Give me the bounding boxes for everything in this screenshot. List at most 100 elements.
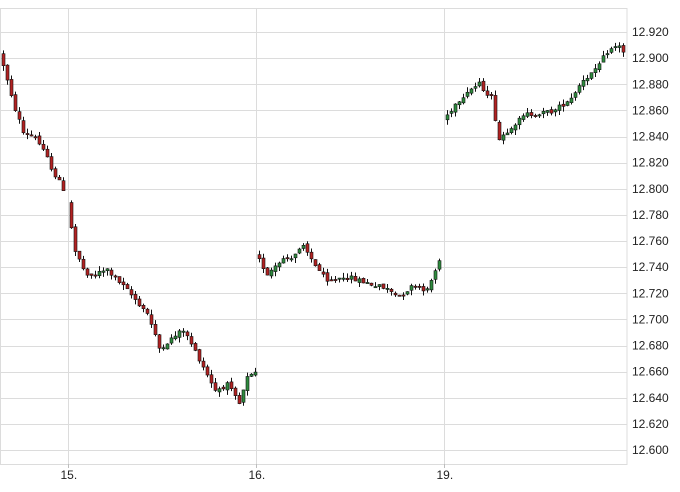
candle-up — [245, 376, 250, 391]
candle-down — [13, 94, 18, 111]
y-tick-label: 12.740 — [632, 260, 669, 274]
y-tick-label: 12.920 — [632, 25, 669, 39]
candle-up — [437, 260, 442, 270]
candle-up — [557, 104, 562, 111]
x-tick-label: 15. — [61, 468, 78, 482]
candle-down — [529, 112, 534, 116]
candle-up — [269, 269, 274, 277]
candle-up — [365, 282, 370, 284]
candle-up — [461, 97, 466, 104]
candle-up — [341, 277, 346, 280]
candle-up — [501, 134, 506, 141]
candle-down — [413, 285, 418, 288]
candle-up — [457, 101, 462, 106]
candle-down — [493, 95, 498, 121]
candle-up — [601, 55, 606, 63]
candle-down — [133, 294, 138, 300]
candle-down — [221, 386, 226, 390]
candle-down — [261, 257, 266, 269]
candle-up — [169, 337, 174, 344]
y-tick-label: 12.780 — [632, 208, 669, 222]
candle-down — [113, 275, 118, 278]
candle-down — [145, 308, 150, 314]
candle-up — [573, 92, 578, 98]
y-tick-label: 12.620 — [632, 417, 669, 431]
candle-down — [321, 271, 326, 275]
candle-down — [233, 387, 238, 396]
candle-up — [357, 278, 362, 283]
y-tick-label: 12.800 — [632, 182, 669, 196]
candle-down — [389, 288, 394, 292]
candle-down — [313, 259, 318, 267]
y-tick-label: 12.820 — [632, 156, 669, 170]
candle-up — [405, 291, 410, 295]
candle-down — [381, 283, 386, 289]
candle-up — [337, 277, 342, 280]
candle-down — [361, 278, 366, 284]
candle-down — [1, 53, 6, 66]
candle-up — [165, 343, 170, 350]
candle-up — [281, 258, 286, 264]
candle-up — [545, 110, 550, 113]
candle-up — [513, 124, 518, 131]
candle-down — [21, 120, 26, 134]
candle-down — [309, 251, 314, 260]
y-tick-label: 12.680 — [632, 339, 669, 353]
candle-down — [25, 133, 30, 135]
candle-up — [541, 110, 546, 115]
candle-up — [465, 91, 470, 97]
candle-down — [209, 374, 214, 384]
candle-down — [73, 226, 78, 252]
candle-down — [81, 258, 86, 270]
candle-up — [173, 335, 178, 340]
candle-up — [617, 45, 622, 48]
candle-down — [489, 94, 494, 96]
candle-down — [153, 324, 158, 335]
candle-down — [197, 349, 202, 362]
session-15 — [69, 200, 258, 406]
y-tick-label: 12.900 — [632, 51, 669, 65]
candle-down — [485, 90, 490, 96]
candle-up — [445, 114, 450, 121]
candle-up — [577, 85, 582, 93]
candle-down — [549, 109, 554, 114]
candle-down — [37, 135, 42, 145]
candle-down — [257, 254, 262, 260]
candle-up — [569, 97, 574, 103]
candle-up — [273, 265, 278, 272]
x-tick-label: 19. — [437, 468, 454, 482]
y-tick-label: 12.860 — [632, 103, 669, 117]
candle-down — [561, 103, 566, 107]
candle-down — [205, 366, 210, 376]
candle-down — [125, 284, 130, 290]
candle-up — [217, 388, 222, 393]
candle-up — [525, 112, 530, 117]
candle-up — [241, 389, 246, 403]
candle-down — [401, 294, 406, 297]
candle-down — [69, 202, 74, 229]
candle-down — [53, 168, 58, 178]
candle-up — [297, 248, 302, 254]
y-tick-label: 12.640 — [632, 391, 669, 405]
session-16 — [257, 241, 442, 301]
candle-down — [421, 286, 426, 292]
candle-up — [509, 128, 514, 133]
y-axis-labels: 12.920 12.900 12.880 12.860 12.840 12.820 12.8… — [632, 25, 669, 457]
candle-up — [477, 81, 482, 87]
candle-down — [305, 243, 310, 253]
candle-up — [253, 371, 258, 376]
candle-up — [429, 280, 434, 291]
candle-up — [277, 262, 282, 268]
candle-down — [285, 257, 290, 260]
candle-up — [373, 286, 378, 289]
candle-down — [109, 269, 114, 276]
candles — [1, 42, 626, 406]
y-tick-label: 12.760 — [632, 234, 669, 248]
candle-down — [237, 395, 242, 404]
candle-up — [249, 373, 254, 377]
candle-down — [61, 180, 66, 191]
candle-up — [293, 253, 298, 259]
candle-down — [317, 264, 322, 271]
candle-down — [49, 156, 54, 170]
candle-down — [137, 298, 142, 307]
